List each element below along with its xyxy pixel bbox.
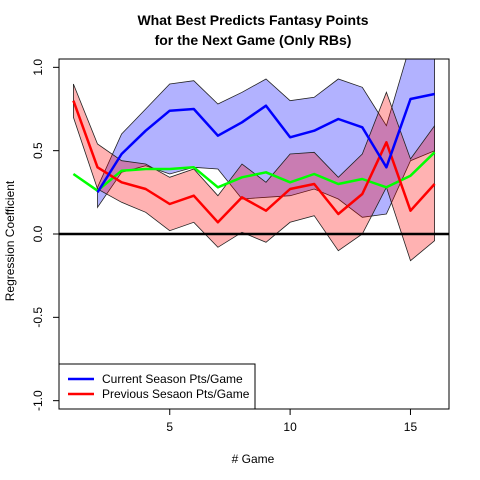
series-line-0	[96, 92, 435, 193]
confidence-band-1	[73, 83, 436, 262]
y-tick-label: 0.5	[31, 142, 45, 159]
y-axis: -1.0 -0.5 0.0 0.5 1.0	[31, 59, 59, 411]
y-tick-label: -1.0	[31, 390, 45, 411]
x-axis-label: # Game	[232, 452, 275, 466]
series-line-1	[72, 100, 436, 224]
y-axis-label: Regression Coefficient	[3, 180, 17, 301]
chart-subtitle: for the Next Game (Only RBs)	[155, 32, 352, 48]
x-axis: 5 10 15	[166, 409, 417, 434]
x-tick-label: 5	[166, 420, 173, 434]
series-lines	[72, 92, 436, 224]
x-tick-label: 10	[283, 420, 297, 434]
y-tick-label: 1.0	[31, 59, 45, 76]
legend-box	[58, 363, 256, 410]
y-tick-label: -0.5	[31, 307, 45, 328]
series-line-2	[72, 151, 436, 192]
y-tick-label: 0.0	[31, 225, 45, 242]
chart-title: What Best Predicts Fantasy Points	[137, 12, 368, 28]
x-tick-label: 15	[404, 420, 418, 434]
legend-label: Previous Sesaon Pts/Game	[102, 387, 250, 401]
legend-label: Current Season Pts/Game	[102, 372, 243, 386]
